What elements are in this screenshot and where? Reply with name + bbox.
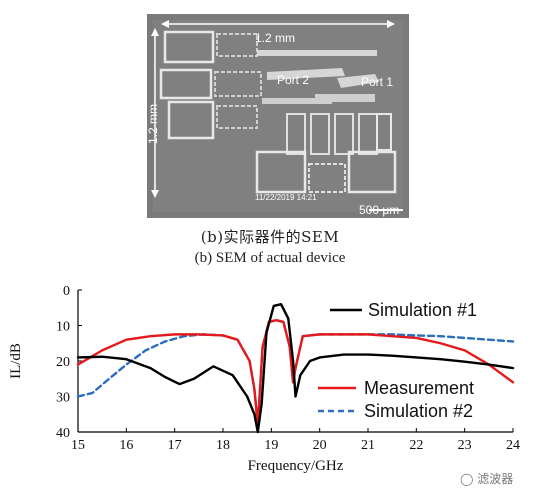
legend-label: Measurement <box>364 378 474 398</box>
y-tick-label: 10 <box>56 320 70 335</box>
y-tick-label: 20 <box>56 355 70 370</box>
x-tick-label: 15 <box>71 438 85 453</box>
watermark-label: 滤波器 <box>477 472 514 486</box>
port2-label: Port 2 <box>277 73 309 87</box>
x-tick-label: 17 <box>168 438 182 453</box>
sem-timestamp: 11/22/2019 14:21 <box>255 193 317 202</box>
x-tick-label: 16 <box>119 438 133 453</box>
x-tick-label: 24 <box>506 438 520 453</box>
insertion-loss-chart: 15 16 17 18 19 20 21 22 23 24 0 10 20 30 40 Frequency/G… <box>0 280 540 495</box>
sem-image: 1.2 mm 1.2 mm Port 2 Port 1 11/22/2019 1… <box>147 14 409 218</box>
chart-svg: 15 16 17 18 19 20 21 22 23 24 0 10 20 30 40 Frequency/G… <box>8 284 520 474</box>
dimension-arrow-horizontal <box>161 20 395 28</box>
x-tick-label: 20 <box>313 438 327 453</box>
x-tick-label: 22 <box>409 438 423 453</box>
watermark-text: ◯ 滤波器 <box>460 470 513 487</box>
sem-device-structure <box>159 30 397 194</box>
sem-width-label: 1.2 mm <box>255 31 295 45</box>
legend-label: Simulation #2 <box>364 401 473 421</box>
series-line-measurement <box>76 318 515 427</box>
y-tick-label: 0 <box>63 284 70 299</box>
port1-label: Port 1 <box>361 75 393 89</box>
scale-bar-label: 500 μm <box>359 203 399 217</box>
legend-label: Simulation #1 <box>368 300 477 320</box>
figure-caption-english: (b) SEM of actual device <box>194 250 346 266</box>
series-line-simulation-1 <box>76 303 515 434</box>
x-axis-label: Frequency/GHz <box>248 458 344 474</box>
x-tick-label: 19 <box>264 438 278 453</box>
figure-caption-chinese: (b)实际器件的SEM <box>200 228 340 246</box>
x-tick-label: 23 <box>458 438 472 453</box>
dimension-arrow-vertical <box>151 28 159 198</box>
wechat-icon: ◯ <box>460 472 474 486</box>
x-tick-label: 18 <box>216 438 230 453</box>
sem-height-label: 1.2 mm <box>147 104 160 144</box>
y-tick-label: 40 <box>56 426 70 441</box>
y-tick-label: 30 <box>56 391 70 406</box>
y-axis-label: IL/dB <box>8 343 24 379</box>
x-tick-label: 21 <box>361 438 375 453</box>
